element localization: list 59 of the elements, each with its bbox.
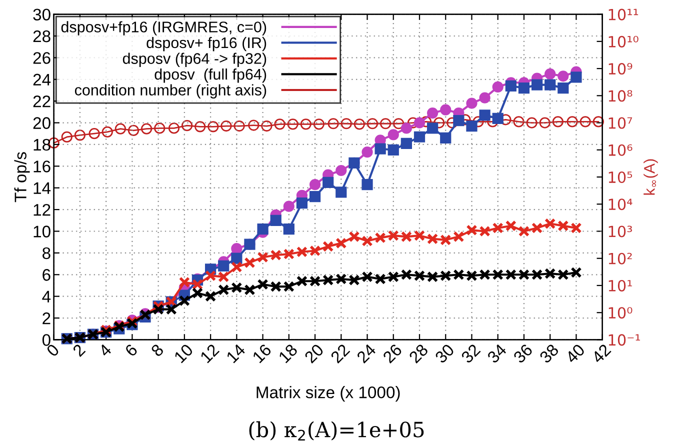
y2-tick-label: 10⁵: [608, 171, 632, 184]
x-tick-label: 32: [460, 343, 481, 364]
y2-tick-label: 10⁷: [608, 117, 632, 129]
x-tick-label: 36: [512, 343, 534, 364]
x-tick-label: 34: [486, 343, 508, 364]
y-tick-label: 30: [33, 8, 50, 21]
x-tick-label: 10: [174, 343, 194, 364]
y-tick-label: 12: [34, 204, 50, 216]
legend-label: dposv (full fp64): [154, 68, 266, 83]
y-tick-label: 18: [34, 138, 50, 151]
y2-tick-label: 10³: [608, 226, 632, 238]
legend-label: condition number (right axis): [74, 84, 266, 98]
y2-tick-label: 10⁻¹: [608, 334, 640, 346]
y-tick-label: 8: [42, 247, 50, 260]
legend-label: dsposv (fp64 -> fp32): [122, 52, 266, 67]
x-tick-label: 30: [434, 343, 455, 364]
x-tick-label: 4: [98, 343, 112, 358]
y2-tick-label: 10¹¹: [608, 8, 638, 20]
x-tick-label: 16: [252, 343, 272, 364]
y-tick-label: 10: [34, 226, 50, 238]
x-tick-label: 28: [408, 343, 429, 364]
x-tick-label: 6: [124, 343, 138, 358]
x-tick-label: 22: [330, 343, 350, 364]
y2-tick-label: 10⁶: [608, 144, 632, 156]
x-tick-label: 8: [150, 343, 164, 358]
y-tick-label: 6: [42, 269, 50, 281]
legend-label: dsposv+fp16 (IRGMRES, c=0): [61, 21, 266, 36]
x-tick-label: 18: [278, 343, 298, 364]
y-tick-label: 20: [33, 117, 50, 129]
x-tick-label: 20: [304, 343, 324, 364]
x-tick-label: 26: [382, 343, 403, 364]
x-tick-label: 2: [72, 343, 86, 357]
y2-tick-label: 10²: [608, 252, 632, 264]
y2-tick-label: 10⁸: [608, 90, 632, 102]
y-axis-title: Tf op/s: [14, 152, 30, 202]
y2-tick-label: 10¹⁰: [608, 36, 638, 48]
y2-tick-label: 10⁰: [608, 307, 632, 319]
y-tick-label: 4: [42, 290, 51, 302]
x-tick-label: 24: [356, 343, 377, 364]
text: (b) κ$_{2}$(A)=1e+05: [249, 421, 424, 441]
x-tick-label: 40: [564, 343, 586, 364]
y2-tick-label: 10⁴: [608, 198, 632, 210]
x-tick-label: 38: [538, 343, 560, 364]
y-tick-label: 14: [34, 182, 51, 194]
y-tick-label: 16: [34, 160, 50, 172]
y2-tick-label: 10¹: [608, 280, 632, 292]
y2-tick-label: 10⁹: [608, 63, 632, 75]
x-tick-label: 14: [226, 343, 246, 364]
y-tick-label: 2: [42, 312, 50, 324]
y-tick-label: 28: [33, 30, 50, 42]
x-axis-title: Matrix size (x 1000): [256, 386, 400, 402]
x-tick-label: 42: [590, 343, 612, 364]
x-tick-label: 12: [200, 343, 220, 364]
y2-axis-title: k$_{∞}$(A): [644, 159, 658, 195]
y-tick-label: 0: [42, 334, 50, 346]
y-tick-label: 22: [33, 95, 50, 108]
y-tick-label: 26: [33, 52, 50, 64]
y-tick-label: 24: [33, 74, 51, 86]
legend-label: dsposv+ fp16 (IR): [146, 36, 266, 52]
